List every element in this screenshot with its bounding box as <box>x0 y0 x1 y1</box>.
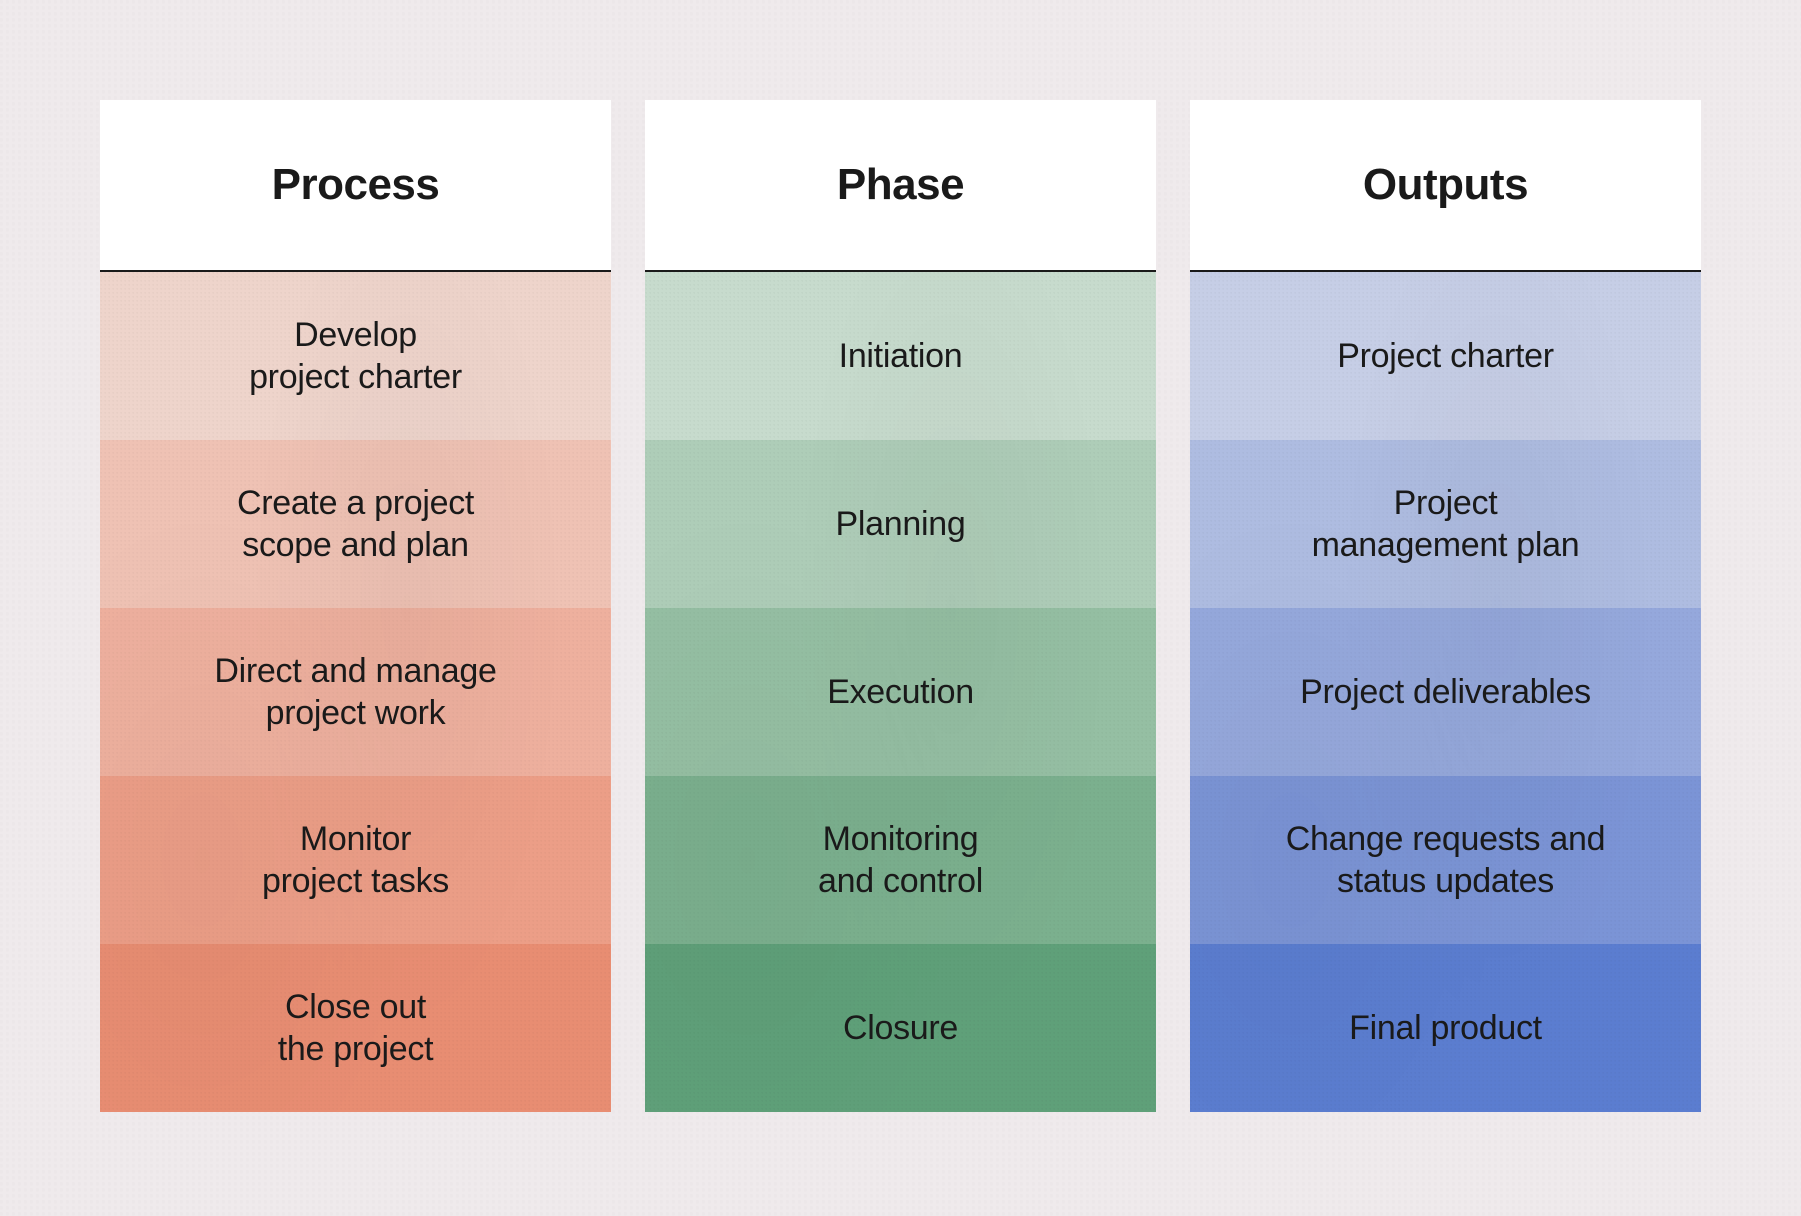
column-header: Process <box>100 100 611 270</box>
column-process: Process Developproject charter Create a … <box>100 100 611 1216</box>
cell: Project charter <box>1190 272 1701 440</box>
cell: Close outthe project <box>100 944 611 1112</box>
infographic-canvas: Process Developproject charter Create a … <box>0 0 1801 1216</box>
column-outputs: Outputs Project charter Projectmanagemen… <box>1190 100 1701 1216</box>
cell: Closure <box>645 944 1156 1112</box>
column-cells: Project charter Projectmanagement plan P… <box>1190 272 1701 1112</box>
cell: Planning <box>645 440 1156 608</box>
column-header: Phase <box>645 100 1156 270</box>
cell: Monitoringand control <box>645 776 1156 944</box>
cell: Direct and manageproject work <box>100 608 611 776</box>
cell: Execution <box>645 608 1156 776</box>
cell: Create a projectscope and plan <box>100 440 611 608</box>
cell: Developproject charter <box>100 272 611 440</box>
column-cells: Initiation Planning Execution Monitoring… <box>645 272 1156 1112</box>
column-phase: Phase Initiation Planning Execution Moni… <box>645 100 1156 1216</box>
column-header: Outputs <box>1190 100 1701 270</box>
cell: Projectmanagement plan <box>1190 440 1701 608</box>
cell: Change requests andstatus updates <box>1190 776 1701 944</box>
cell: Initiation <box>645 272 1156 440</box>
cell: Project deliverables <box>1190 608 1701 776</box>
column-cells: Developproject charter Create a projects… <box>100 272 611 1112</box>
cell: Final product <box>1190 944 1701 1112</box>
cell: Monitorproject tasks <box>100 776 611 944</box>
